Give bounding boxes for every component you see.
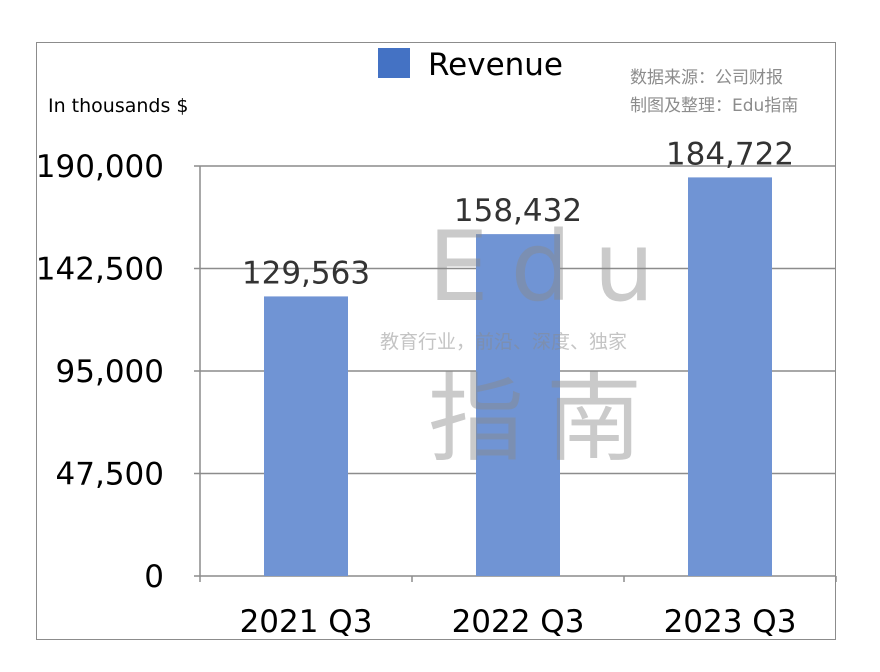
data-labels: 129,563 158,432 184,722 [242, 136, 794, 291]
bar [476, 234, 560, 576]
y-unit-label: In thousands $ [48, 95, 189, 117]
x-tick-label: 2023 Q3 [664, 604, 797, 640]
source-note-line1: 数据来源：公司财报 [630, 68, 783, 88]
y-tick-label: 142,500 [36, 252, 164, 288]
y-tick-label: 190,000 [36, 149, 164, 185]
data-label: 129,563 [242, 255, 370, 291]
watermark-tagline: 教育行业，前沿、深度、独家 [380, 331, 627, 353]
legend-swatch [378, 48, 410, 78]
y-tick-label: 47,500 [56, 457, 164, 493]
source-note-line2: 制图及整理：Edu指南 [630, 96, 798, 116]
data-label: 184,722 [666, 136, 794, 172]
legend-label: Revenue [428, 47, 563, 83]
bar [688, 177, 772, 576]
y-axis-ticks: 0 47,500 95,000 142,500 190,000 [36, 149, 164, 595]
x-axis-ticks: 2021 Q3 2022 Q3 2023 Q3 [240, 604, 797, 640]
y-tick-label: 95,000 [56, 354, 164, 390]
bars [264, 177, 772, 576]
y-tick-label: 0 [144, 559, 164, 595]
bar [264, 296, 348, 576]
x-tick-label: 2021 Q3 [240, 604, 373, 640]
watermark-edu: Edu [428, 211, 676, 323]
watermark-zhinan: 指南 [428, 363, 664, 475]
data-label: 158,432 [454, 193, 582, 229]
x-tick-label: 2022 Q3 [452, 604, 585, 640]
